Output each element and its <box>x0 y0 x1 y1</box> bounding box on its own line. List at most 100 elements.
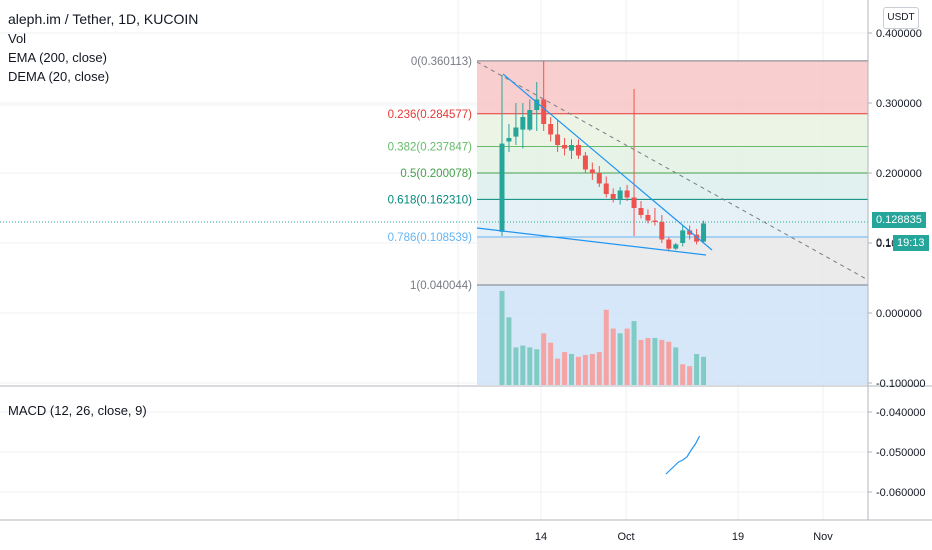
fib-label: 0.618(0.162310) <box>388 194 473 206</box>
volume-bar <box>499 291 505 385</box>
candle-body <box>617 190 623 199</box>
fib-label: 0.786(0.108539) <box>388 232 473 244</box>
volume-bar <box>548 342 554 385</box>
volume-bar <box>603 309 609 385</box>
volume-bar <box>631 321 637 385</box>
volume-bar <box>589 353 595 385</box>
volume-bar <box>527 347 533 385</box>
indicator-ema[interactable]: EMA (200, close) <box>8 50 107 65</box>
candle-body <box>548 124 554 135</box>
time-tick-label: Nov <box>813 531 833 543</box>
volume-bar <box>624 328 630 385</box>
last-price-tag: 0.128835 <box>872 212 926 228</box>
volume-bar <box>582 354 588 385</box>
candle-body <box>659 222 665 240</box>
fib-label: 0.382(0.237847) <box>388 142 473 154</box>
volume-bar <box>687 366 693 385</box>
candle-body <box>534 99 540 110</box>
macd-tick-label: -0.050000 <box>876 447 926 459</box>
volume-bar <box>638 339 644 385</box>
candles <box>499 61 707 252</box>
volume-bar <box>534 349 540 385</box>
indicator-macd[interactable]: MACD (12, 26, close, 9) <box>8 403 147 418</box>
indicator-dema[interactable]: DEMA (20, close) <box>8 69 110 84</box>
candle-body <box>562 145 568 149</box>
candle-body <box>631 197 637 208</box>
symbol-title[interactable]: aleph.im / Tether, 1D, KUCOIN <box>8 11 199 27</box>
candle-body <box>610 194 616 199</box>
currency-button[interactable]: USDT <box>883 7 919 29</box>
candle-body <box>673 244 679 249</box>
candle-body <box>652 220 658 222</box>
macd-line <box>665 435 701 475</box>
price-tick-label: -0.100000 <box>876 378 926 390</box>
candle-body <box>701 223 707 242</box>
candle-body <box>520 117 526 130</box>
candle-body <box>589 169 595 173</box>
volume-bar <box>596 352 602 385</box>
volume-bar <box>541 333 547 385</box>
candle-body <box>527 110 533 130</box>
fib-band <box>477 146 868 173</box>
volume-bar <box>562 352 568 385</box>
candle-body <box>666 239 672 249</box>
fib-band <box>477 113 868 147</box>
candle-body <box>638 208 644 215</box>
candle-body <box>499 143 505 232</box>
candle-body <box>596 173 602 184</box>
candle-body <box>506 138 512 142</box>
volume-bar <box>506 317 512 385</box>
volume-bar <box>610 328 616 385</box>
volume-bar <box>617 333 623 385</box>
volume-bars <box>499 291 707 385</box>
trend-lines[interactable] <box>476 61 869 281</box>
time-tick-label: 19 <box>732 531 744 543</box>
fib-label: 0.5(0.200078) <box>400 168 472 180</box>
volume-bar <box>666 341 672 385</box>
volume-bar <box>575 356 581 385</box>
main-legend: aleph.im / Tether, 1D, KUCOIN Vol EMA (2… <box>8 10 198 86</box>
volume-bar <box>673 347 679 385</box>
candle-body <box>555 134 561 145</box>
fib-band <box>477 199 868 238</box>
fib-label: 0.236(0.284577) <box>388 109 473 121</box>
volume-bar <box>680 364 686 385</box>
candle-body <box>582 155 588 170</box>
candle-body <box>687 230 693 235</box>
price-tick-label: 0.000000 <box>876 308 922 320</box>
fibonacci-retracement[interactable]: 0(0.360113) 0.236(0.284577) 0.382(0.237847… <box>0 56 868 385</box>
candle-body <box>603 183 609 194</box>
candle-body <box>680 230 686 243</box>
volume-bar <box>569 353 574 385</box>
candle-body <box>694 234 700 242</box>
candle-body <box>575 145 581 156</box>
candle-body <box>569 145 574 151</box>
macd-tick-label: -0.040000 <box>876 407 926 419</box>
fib-label: 0(0.360113) <box>411 56 472 68</box>
fib-label: 1(0.040044) <box>410 280 472 292</box>
volume-bar <box>694 353 700 385</box>
countdown-tag: 19:13 <box>893 235 929 251</box>
macd-legend: MACD (12, 26, close, 9) <box>8 401 147 420</box>
volume-bar <box>555 358 561 385</box>
candle-body <box>513 127 519 137</box>
volume-bar <box>659 339 665 385</box>
volume-bar <box>701 356 707 385</box>
volume-bar <box>513 347 519 385</box>
volume-bar <box>520 345 526 385</box>
volume-bar <box>652 338 658 385</box>
upper-trendline <box>502 73 713 251</box>
time-tick-label: 14 <box>535 531 547 543</box>
macd-pane <box>665 435 701 475</box>
price-tick-label: 0.300000 <box>876 98 922 110</box>
time-tick-label: Oct <box>617 531 634 543</box>
candle-body <box>645 215 651 221</box>
price-tick-label: 0.1 <box>876 237 891 249</box>
volume-bar <box>645 338 651 385</box>
dashed-trendline <box>476 61 869 281</box>
indicator-vol[interactable]: Vol <box>8 31 27 46</box>
fib-band <box>477 172 868 200</box>
candle-body <box>624 190 630 198</box>
